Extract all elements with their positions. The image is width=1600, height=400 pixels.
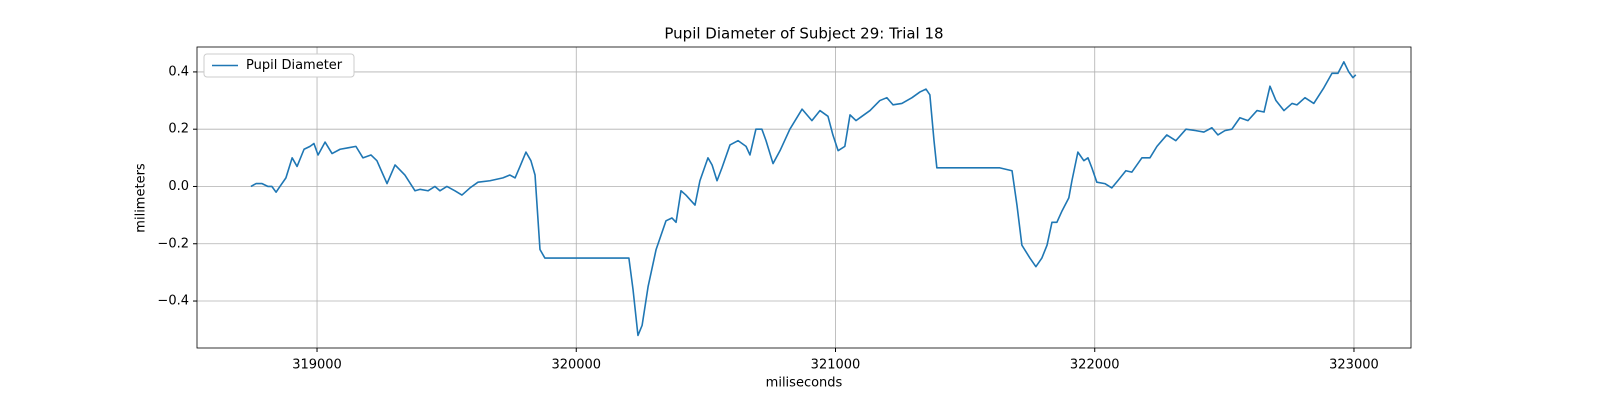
y-tick-label: −0.4 xyxy=(157,294,189,309)
y-tick-label: 0.0 xyxy=(168,179,189,194)
x-tick-label: 320000 xyxy=(551,358,601,373)
plot-frame xyxy=(196,46,1412,349)
y-axis-label: milimeters xyxy=(134,163,149,233)
legend-label: Pupil Diameter xyxy=(246,58,343,73)
x-tick-label: 323000 xyxy=(1329,358,1379,373)
y-tick-label: 0.4 xyxy=(168,64,189,79)
x-tick-label: 321000 xyxy=(811,358,861,373)
x-axis-label: miliseconds xyxy=(766,376,843,391)
x-tick-label: 319000 xyxy=(292,358,342,373)
y-tick-label: 0.2 xyxy=(168,122,189,137)
legend-box xyxy=(203,53,355,78)
chart-title: Pupil Diameter of Subject 29: Trial 18 xyxy=(664,25,943,43)
data-line xyxy=(250,61,1357,337)
y-tick-label: −0.2 xyxy=(157,236,189,251)
x-tick-label: 322000 xyxy=(1070,358,1120,373)
